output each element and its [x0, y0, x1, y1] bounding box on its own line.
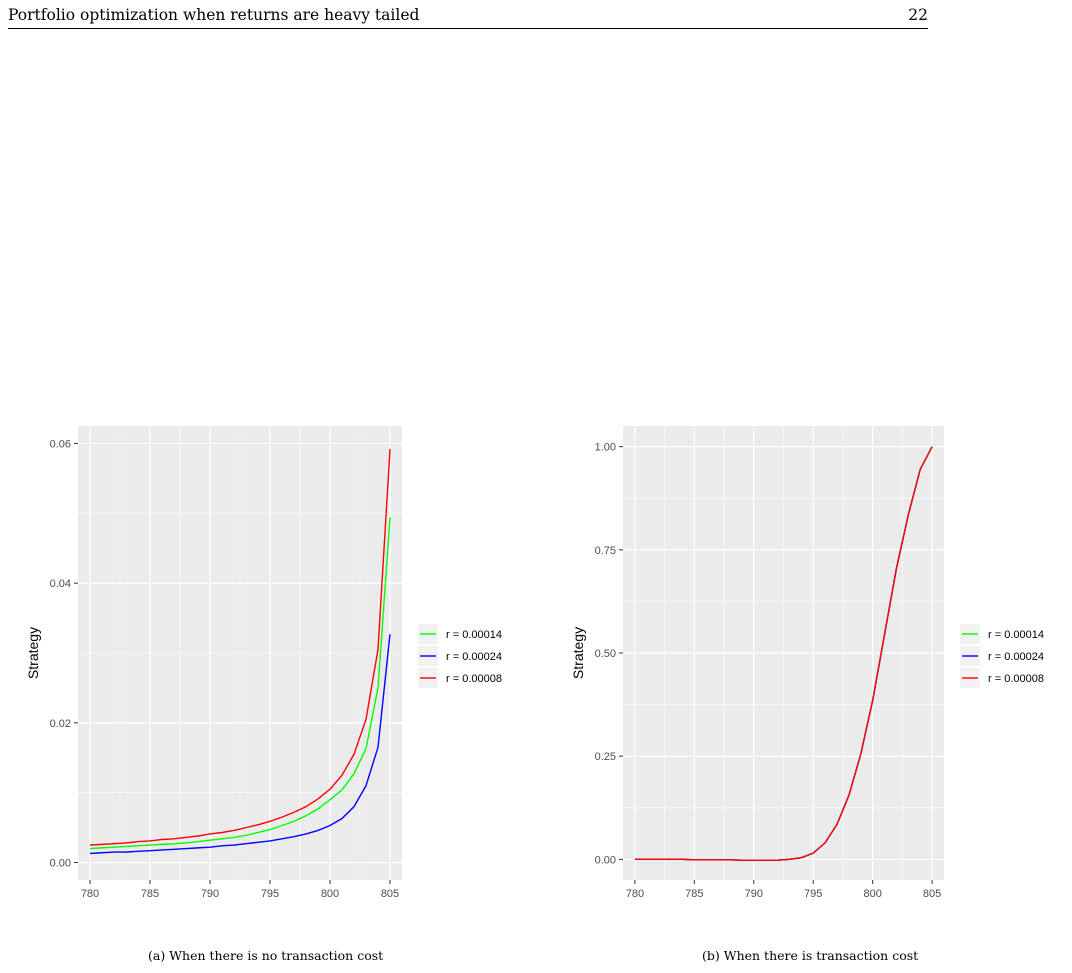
legend-label: r = 0.00024 — [988, 651, 1044, 663]
running-title: Portfolio optimization when returns are … — [8, 6, 420, 24]
legend-label: r = 0.00024 — [446, 651, 502, 663]
series-line-1 — [89, 634, 391, 855]
legend-label: r = 0.00008 — [446, 673, 502, 685]
y-tick-label: 0.75 — [595, 545, 616, 557]
y-axis-title: Strategy — [25, 627, 41, 679]
chart-a: 7807857907958008050.000.020.040.06TimeSt… — [25, 426, 502, 916]
legend-label: r = 0.00014 — [988, 629, 1044, 641]
series-line-2 — [634, 446, 933, 861]
x-tick-label: 785 — [685, 888, 703, 898]
y-tick-label: 0.00 — [50, 858, 71, 870]
chart-b: 7807857907958008050.000.250.500.751.00Ti… — [570, 426, 1044, 916]
x-tick-label: 780 — [626, 888, 644, 898]
caption-a: (a) When there is no transaction cost — [148, 948, 384, 963]
x-tick-label: 795 — [261, 888, 279, 898]
page-header: Portfolio optimization when returns are … — [8, 0, 928, 29]
x-tick-label: 790 — [745, 888, 763, 898]
y-tick-label: 1.00 — [595, 442, 616, 454]
x-tick-label: 800 — [321, 888, 339, 898]
y-tick-label: 0.00 — [595, 854, 616, 866]
y-tick-label: 0.50 — [595, 648, 616, 660]
y-tick-label: 0.02 — [50, 718, 71, 730]
figure-b: 7807857907958008050.000.250.500.751.00Ti… — [536, 418, 1072, 916]
x-tick-label: 800 — [863, 888, 881, 898]
legend-label: r = 0.00008 — [988, 673, 1044, 685]
x-tick-label: 805 — [381, 888, 399, 898]
x-tick-label: 795 — [804, 888, 822, 898]
series-line-0 — [89, 517, 391, 850]
x-tick-label: 805 — [923, 888, 941, 898]
y-tick-label: 0.06 — [50, 438, 71, 450]
y-tick-label: 0.04 — [50, 578, 71, 590]
x-tick-label: 785 — [141, 888, 159, 898]
series-line-2 — [89, 449, 391, 846]
x-tick-label: 790 — [201, 888, 219, 898]
caption-b: (b) When there is transaction cost — [702, 948, 919, 963]
legend-label: r = 0.00014 — [446, 629, 502, 641]
page-number: 22 — [908, 6, 928, 24]
y-tick-label: 0.25 — [595, 751, 616, 763]
figure-a: 7807857907958008050.000.020.040.06TimeSt… — [0, 418, 536, 916]
y-axis-title: Strategy — [570, 627, 586, 679]
x-tick-label: 780 — [81, 888, 99, 898]
